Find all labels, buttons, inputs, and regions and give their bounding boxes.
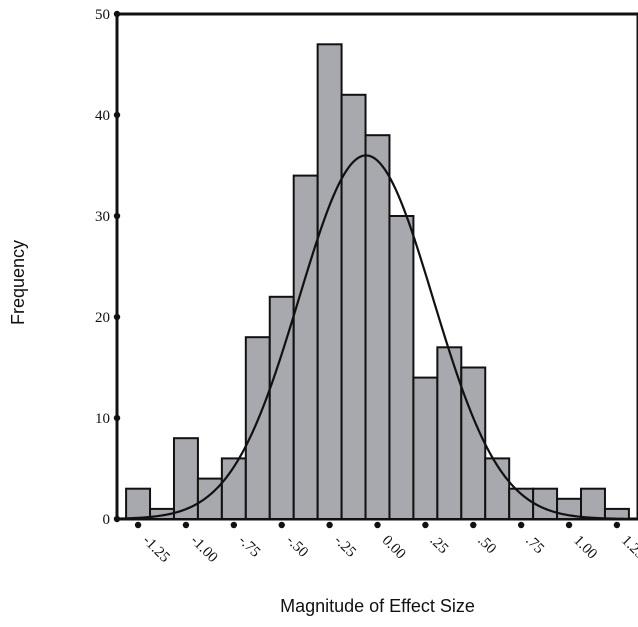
y-tick-label: 50 bbox=[95, 7, 110, 23]
y-tick-dot bbox=[113, 515, 121, 523]
x-tick-dot bbox=[134, 521, 142, 529]
histogram-bar-9 bbox=[340, 93, 367, 521]
y-tick-dot bbox=[113, 10, 121, 18]
x-tick-label: .50 bbox=[474, 533, 499, 558]
x-tick-label: 0.00 bbox=[379, 533, 409, 563]
x-tick-dot bbox=[326, 521, 333, 529]
y-tick-label: 10 bbox=[95, 411, 110, 427]
histogram-bar-19 bbox=[580, 487, 606, 521]
x-tick-dot bbox=[374, 521, 381, 529]
y-tick-label: 30 bbox=[95, 209, 110, 225]
normal-curve bbox=[116, 154, 638, 520]
histogram-bar-10 bbox=[364, 134, 391, 520]
histogram-bar-3 bbox=[196, 477, 223, 521]
x-tick-dot bbox=[517, 521, 525, 529]
histogram-bar-14 bbox=[460, 366, 487, 520]
x-tick-label: 1.25 bbox=[618, 533, 638, 563]
x-axis-ticks: -1.25 -1.00 -.75 -.50 -.25 0.00 .25 .50 .75 1.00 1… bbox=[134, 521, 638, 566]
x-tick-dot bbox=[278, 521, 285, 529]
x-tick-label: -.25 bbox=[331, 533, 359, 561]
histogram-bar-7 bbox=[292, 174, 319, 520]
y-axis-label: Frequency bbox=[8, 239, 29, 325]
y-tick-dot bbox=[113, 111, 121, 119]
x-tick-dot bbox=[565, 521, 573, 529]
x-tick-label: .25 bbox=[427, 533, 452, 558]
histogram-bar-11 bbox=[388, 215, 415, 520]
y-axis-title: Frequency bbox=[4, 202, 34, 362]
y-tick-label: 20 bbox=[95, 310, 110, 326]
x-tick-dot bbox=[182, 521, 190, 529]
x-tick-dot bbox=[422, 521, 429, 529]
histogram-bar-5 bbox=[244, 336, 271, 521]
y-tick-label: 0 bbox=[103, 512, 111, 528]
histogram-bar-8 bbox=[316, 43, 343, 521]
bars-group bbox=[125, 43, 630, 521]
x-tick-label: .75 bbox=[522, 533, 547, 558]
x-tick-label: -.50 bbox=[283, 533, 311, 561]
x-tick-label: -1.00 bbox=[187, 533, 220, 566]
histogram-bar-0 bbox=[125, 487, 152, 521]
x-axis-label: Magnitude of Effect Size bbox=[280, 596, 475, 616]
x-tick-dot bbox=[470, 521, 477, 529]
histogram-bar-15 bbox=[484, 457, 511, 520]
y-tick-dot bbox=[113, 414, 121, 422]
y-tick-label: 40 bbox=[95, 108, 110, 124]
x-tick-label: 1.00 bbox=[570, 533, 600, 563]
histogram-bar-12 bbox=[412, 376, 439, 520]
x-tick-dot bbox=[613, 521, 621, 529]
y-axis-ticks: 0 10 20 30 40 50 bbox=[95, 7, 121, 528]
x-tick-label: -.75 bbox=[235, 533, 263, 561]
y-tick-dot bbox=[113, 212, 121, 220]
x-tick-dot bbox=[230, 521, 238, 529]
y-tick-dot bbox=[113, 313, 121, 321]
histogram-bar-2 bbox=[172, 437, 199, 521]
x-tick-label: -1.25 bbox=[139, 533, 172, 566]
